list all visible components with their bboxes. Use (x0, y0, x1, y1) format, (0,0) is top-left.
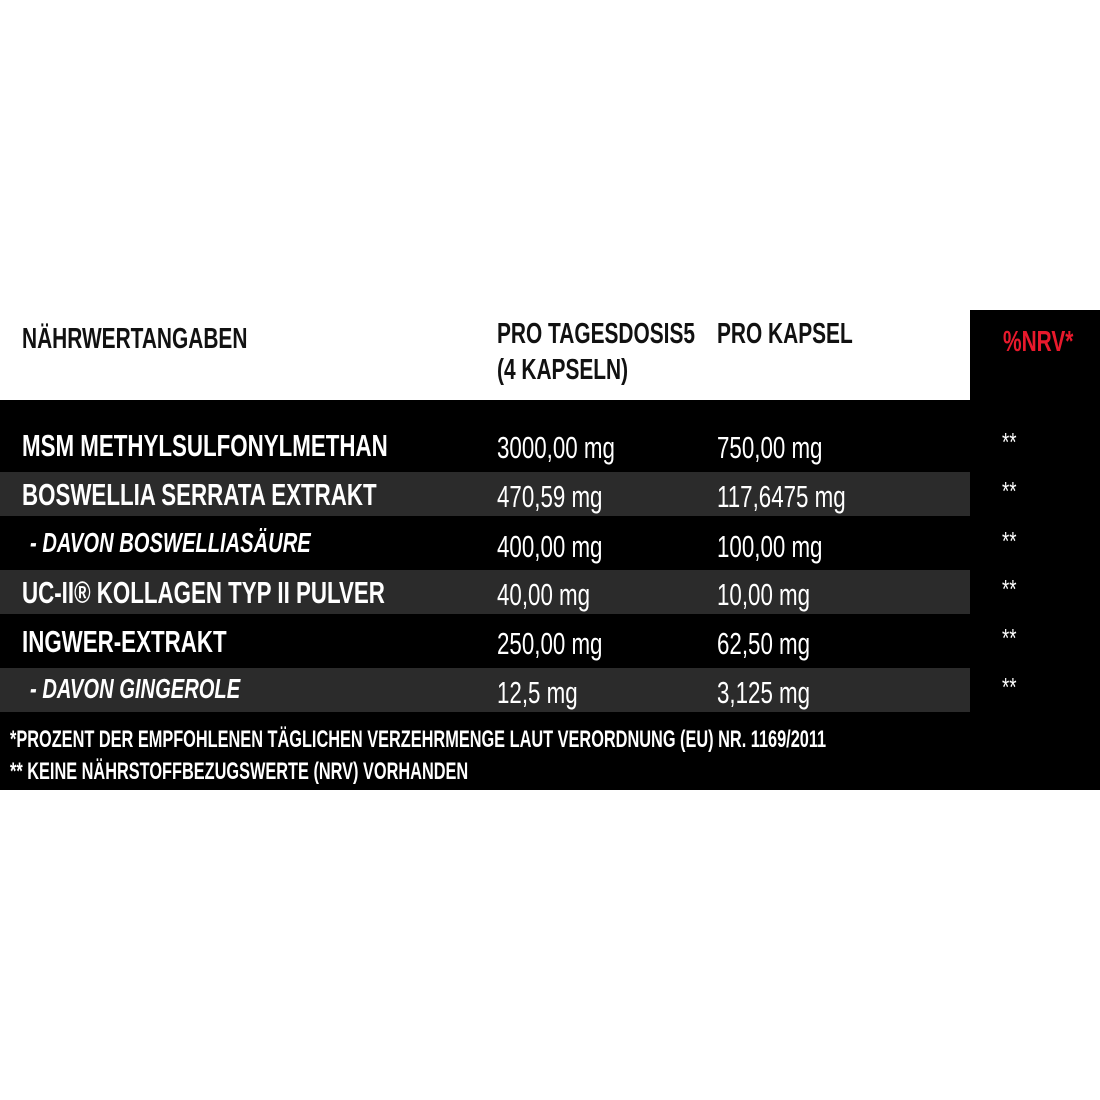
ingredient-name: INGWER-EXTRAKT (22, 624, 227, 659)
header-col2: PRO KAPSEL (717, 318, 853, 350)
footnote: *PROZENT DER EMPFOHLENEN TÄGLICHEN VERZE… (10, 726, 827, 753)
amount: 3000,00 mg (497, 430, 615, 465)
amount: 470,59 mg (497, 479, 603, 514)
amount: 750,00 mg (717, 430, 823, 465)
amount: 12,5 mg (497, 675, 578, 710)
amount: 62,50 mg (717, 626, 811, 661)
header-background (0, 310, 970, 400)
nrv-value: ** (1002, 427, 1017, 457)
row-stripe (0, 472, 970, 516)
ingredient-name: MSM METHYLSULFONYLMETHAN (22, 428, 388, 463)
ingredient-name: - DAVON GINGEROLE (30, 673, 241, 704)
nrv-value: ** (1002, 623, 1017, 653)
footnote: ** KEINE NÄHRSTOFFBEZUGSWERTE (NRV) VORH… (10, 758, 469, 785)
amount: 100,00 mg (717, 529, 823, 564)
header-col1: PRO TAGESDOSIS5 (497, 318, 696, 350)
amount: 3,125 mg (717, 675, 811, 710)
header-col3: %NRV* (1003, 326, 1074, 358)
nrv-value: ** (1002, 574, 1017, 604)
amount: 117,6475 mg (717, 479, 846, 514)
row-stripe (0, 668, 970, 712)
header-title: NÄHRWERTANGABEN (22, 323, 248, 355)
amount: 400,00 mg (497, 529, 603, 564)
header-col1-sub: (4 KAPSELN) (497, 354, 629, 386)
ingredient-name: - DAVON BOSWELLIASÄURE (30, 527, 311, 558)
ingredient-name: BOSWELLIA SERRATA EXTRAKT (22, 477, 377, 512)
amount: 250,00 mg (497, 626, 603, 661)
nrv-value: ** (1002, 476, 1017, 506)
amount: 40,00 mg (497, 577, 591, 612)
nrv-value: ** (1002, 526, 1017, 556)
amount: 10,00 mg (717, 577, 811, 612)
ingredient-name: UC-II® KOLLAGEN TYP II PULVER (22, 575, 385, 610)
row-stripe (0, 570, 970, 614)
nrv-value: ** (1002, 672, 1017, 702)
